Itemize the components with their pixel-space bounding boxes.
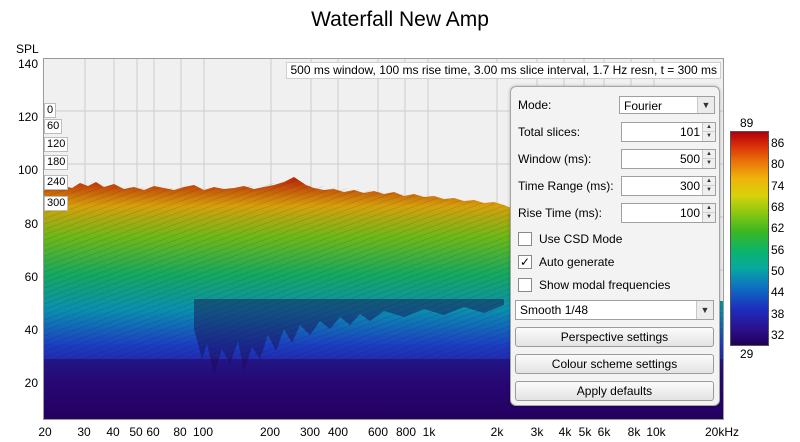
smoothing-value: Smooth 1/48 xyxy=(520,303,589,317)
slice-label-240: 240 xyxy=(44,175,69,190)
colour-tick: 44 xyxy=(771,285,785,299)
show-modal-label: Show modal frequencies xyxy=(539,278,671,292)
y-tick-20: 20 xyxy=(24,376,38,390)
chevron-down-icon: ▼ xyxy=(696,301,713,319)
y-tick-40: 40 xyxy=(24,323,38,337)
x-tick-600: 600 xyxy=(367,425,389,439)
increment-icon[interactable]: ▲ xyxy=(703,150,715,159)
colour-scale-max: 89 xyxy=(740,116,754,130)
x-tick-100: 100 xyxy=(192,425,214,439)
use-csd-label: Use CSD Mode xyxy=(539,232,623,246)
increment-icon[interactable]: ▲ xyxy=(703,123,715,132)
slice-label-120: 120 xyxy=(44,137,69,152)
smoothing-select[interactable]: Smooth 1/48 ▼ xyxy=(515,300,714,320)
x-tick-20: 20 xyxy=(38,425,52,439)
colour-scheme-settings-button[interactable]: Colour scheme settings xyxy=(515,354,714,374)
auto-generate-label: Auto generate xyxy=(539,255,615,269)
auto-generate-checkbox[interactable]: ✓ Auto generate xyxy=(518,253,614,271)
analysis-parameters-text: 500 ms window, 100 ms rise time, 3.00 ms… xyxy=(286,62,721,79)
y-axis-label: SPL xyxy=(16,42,39,56)
mode-label: Mode: xyxy=(518,98,552,112)
y-tick-80: 80 xyxy=(24,217,38,231)
x-tick-5k: 5k xyxy=(578,425,592,439)
x-tick-80: 80 xyxy=(173,425,187,439)
window-spinner[interactable]: 500 ▲ ▼ xyxy=(621,149,716,169)
window-value: 500 xyxy=(679,152,700,166)
decrement-icon[interactable]: ▼ xyxy=(703,132,715,141)
show-modal-checkbox[interactable]: Show modal frequencies xyxy=(518,276,670,294)
colour-tick: 68 xyxy=(771,200,785,214)
decrement-icon[interactable]: ▼ xyxy=(703,159,715,168)
chart-title: Waterfall New Amp xyxy=(311,8,489,31)
colour-tick: 50 xyxy=(771,264,785,278)
total-slices-spinner[interactable]: 101 ▲ ▼ xyxy=(621,122,716,142)
chevron-down-icon: ▼ xyxy=(697,97,714,113)
colour-tick: 56 xyxy=(771,243,785,257)
checkmark-icon: ✓ xyxy=(518,254,532,269)
x-tick-3k: 3k xyxy=(530,425,544,439)
decrement-icon[interactable]: ▼ xyxy=(703,213,715,222)
x-tick-40: 40 xyxy=(106,425,120,439)
colour-tick: 32 xyxy=(771,328,785,342)
x-tick-10k: 10k xyxy=(646,425,666,439)
x-tick-8k: 8k xyxy=(627,425,641,439)
slice-label-300: 300 xyxy=(44,196,69,211)
x-tick-2k: 2k xyxy=(490,425,504,439)
x-tick-60: 60 xyxy=(146,425,160,439)
slice-label-0: 0 xyxy=(44,103,57,118)
rise-time-label: Rise Time (ms): xyxy=(518,206,602,220)
x-tick-30: 30 xyxy=(77,425,91,439)
increment-icon[interactable]: ▲ xyxy=(703,177,715,186)
x-tick-4k: 4k xyxy=(558,425,572,439)
colour-scale-min: 29 xyxy=(740,347,754,361)
mode-select[interactable]: Fourier ▼ xyxy=(619,96,715,114)
checkbox-unchecked-icon xyxy=(518,277,532,292)
decrement-icon[interactable]: ▼ xyxy=(703,186,715,195)
total-slices-label: Total slices: xyxy=(518,125,581,139)
x-tick-400: 400 xyxy=(327,425,349,439)
increment-icon[interactable]: ▲ xyxy=(703,204,715,213)
y-tick-100: 100 xyxy=(17,163,38,177)
y-tick-60: 60 xyxy=(24,270,38,284)
waterfall-spikes xyxy=(194,299,504,374)
waterfall-controls-panel: Mode: Fourier ▼ Total slices: 101 ▲ ▼ Win… xyxy=(510,86,720,406)
rise-time-value: 100 xyxy=(679,206,700,220)
colour-tick: 86 xyxy=(771,136,785,150)
colour-tick: 74 xyxy=(771,179,785,193)
x-tick-800: 800 xyxy=(395,425,417,439)
use-csd-checkbox[interactable]: Use CSD Mode xyxy=(518,230,622,248)
checkbox-unchecked-icon xyxy=(518,231,532,246)
time-range-value: 300 xyxy=(679,179,700,193)
x-tick-6k: 6k xyxy=(597,425,611,439)
colour-scale-bar xyxy=(730,131,769,346)
time-range-spinner[interactable]: 300 ▲ ▼ xyxy=(621,176,716,196)
apply-defaults-button[interactable]: Apply defaults xyxy=(515,381,714,401)
y-tick-140: 140 xyxy=(17,57,38,71)
x-tick-300: 300 xyxy=(299,425,321,439)
x-tick-1k: 1k xyxy=(422,425,436,439)
window-label: Window (ms): xyxy=(518,152,592,166)
slice-label-180: 180 xyxy=(44,155,69,170)
total-slices-value: 101 xyxy=(679,125,700,139)
y-tick-120: 120 xyxy=(17,110,38,124)
colour-tick: 80 xyxy=(771,157,785,171)
rise-time-spinner[interactable]: 100 ▲ ▼ xyxy=(621,203,716,223)
x-tick-20khz: 20kHz xyxy=(704,425,740,439)
colour-tick: 38 xyxy=(771,307,785,321)
time-range-label: Time Range (ms): xyxy=(518,179,614,193)
mode-value: Fourier xyxy=(624,99,663,113)
x-tick-200: 200 xyxy=(259,425,281,439)
colour-tick: 62 xyxy=(771,221,785,235)
slice-label-60: 60 xyxy=(44,119,63,134)
x-tick-50: 50 xyxy=(129,425,143,439)
perspective-settings-button[interactable]: Perspective settings xyxy=(515,327,714,347)
